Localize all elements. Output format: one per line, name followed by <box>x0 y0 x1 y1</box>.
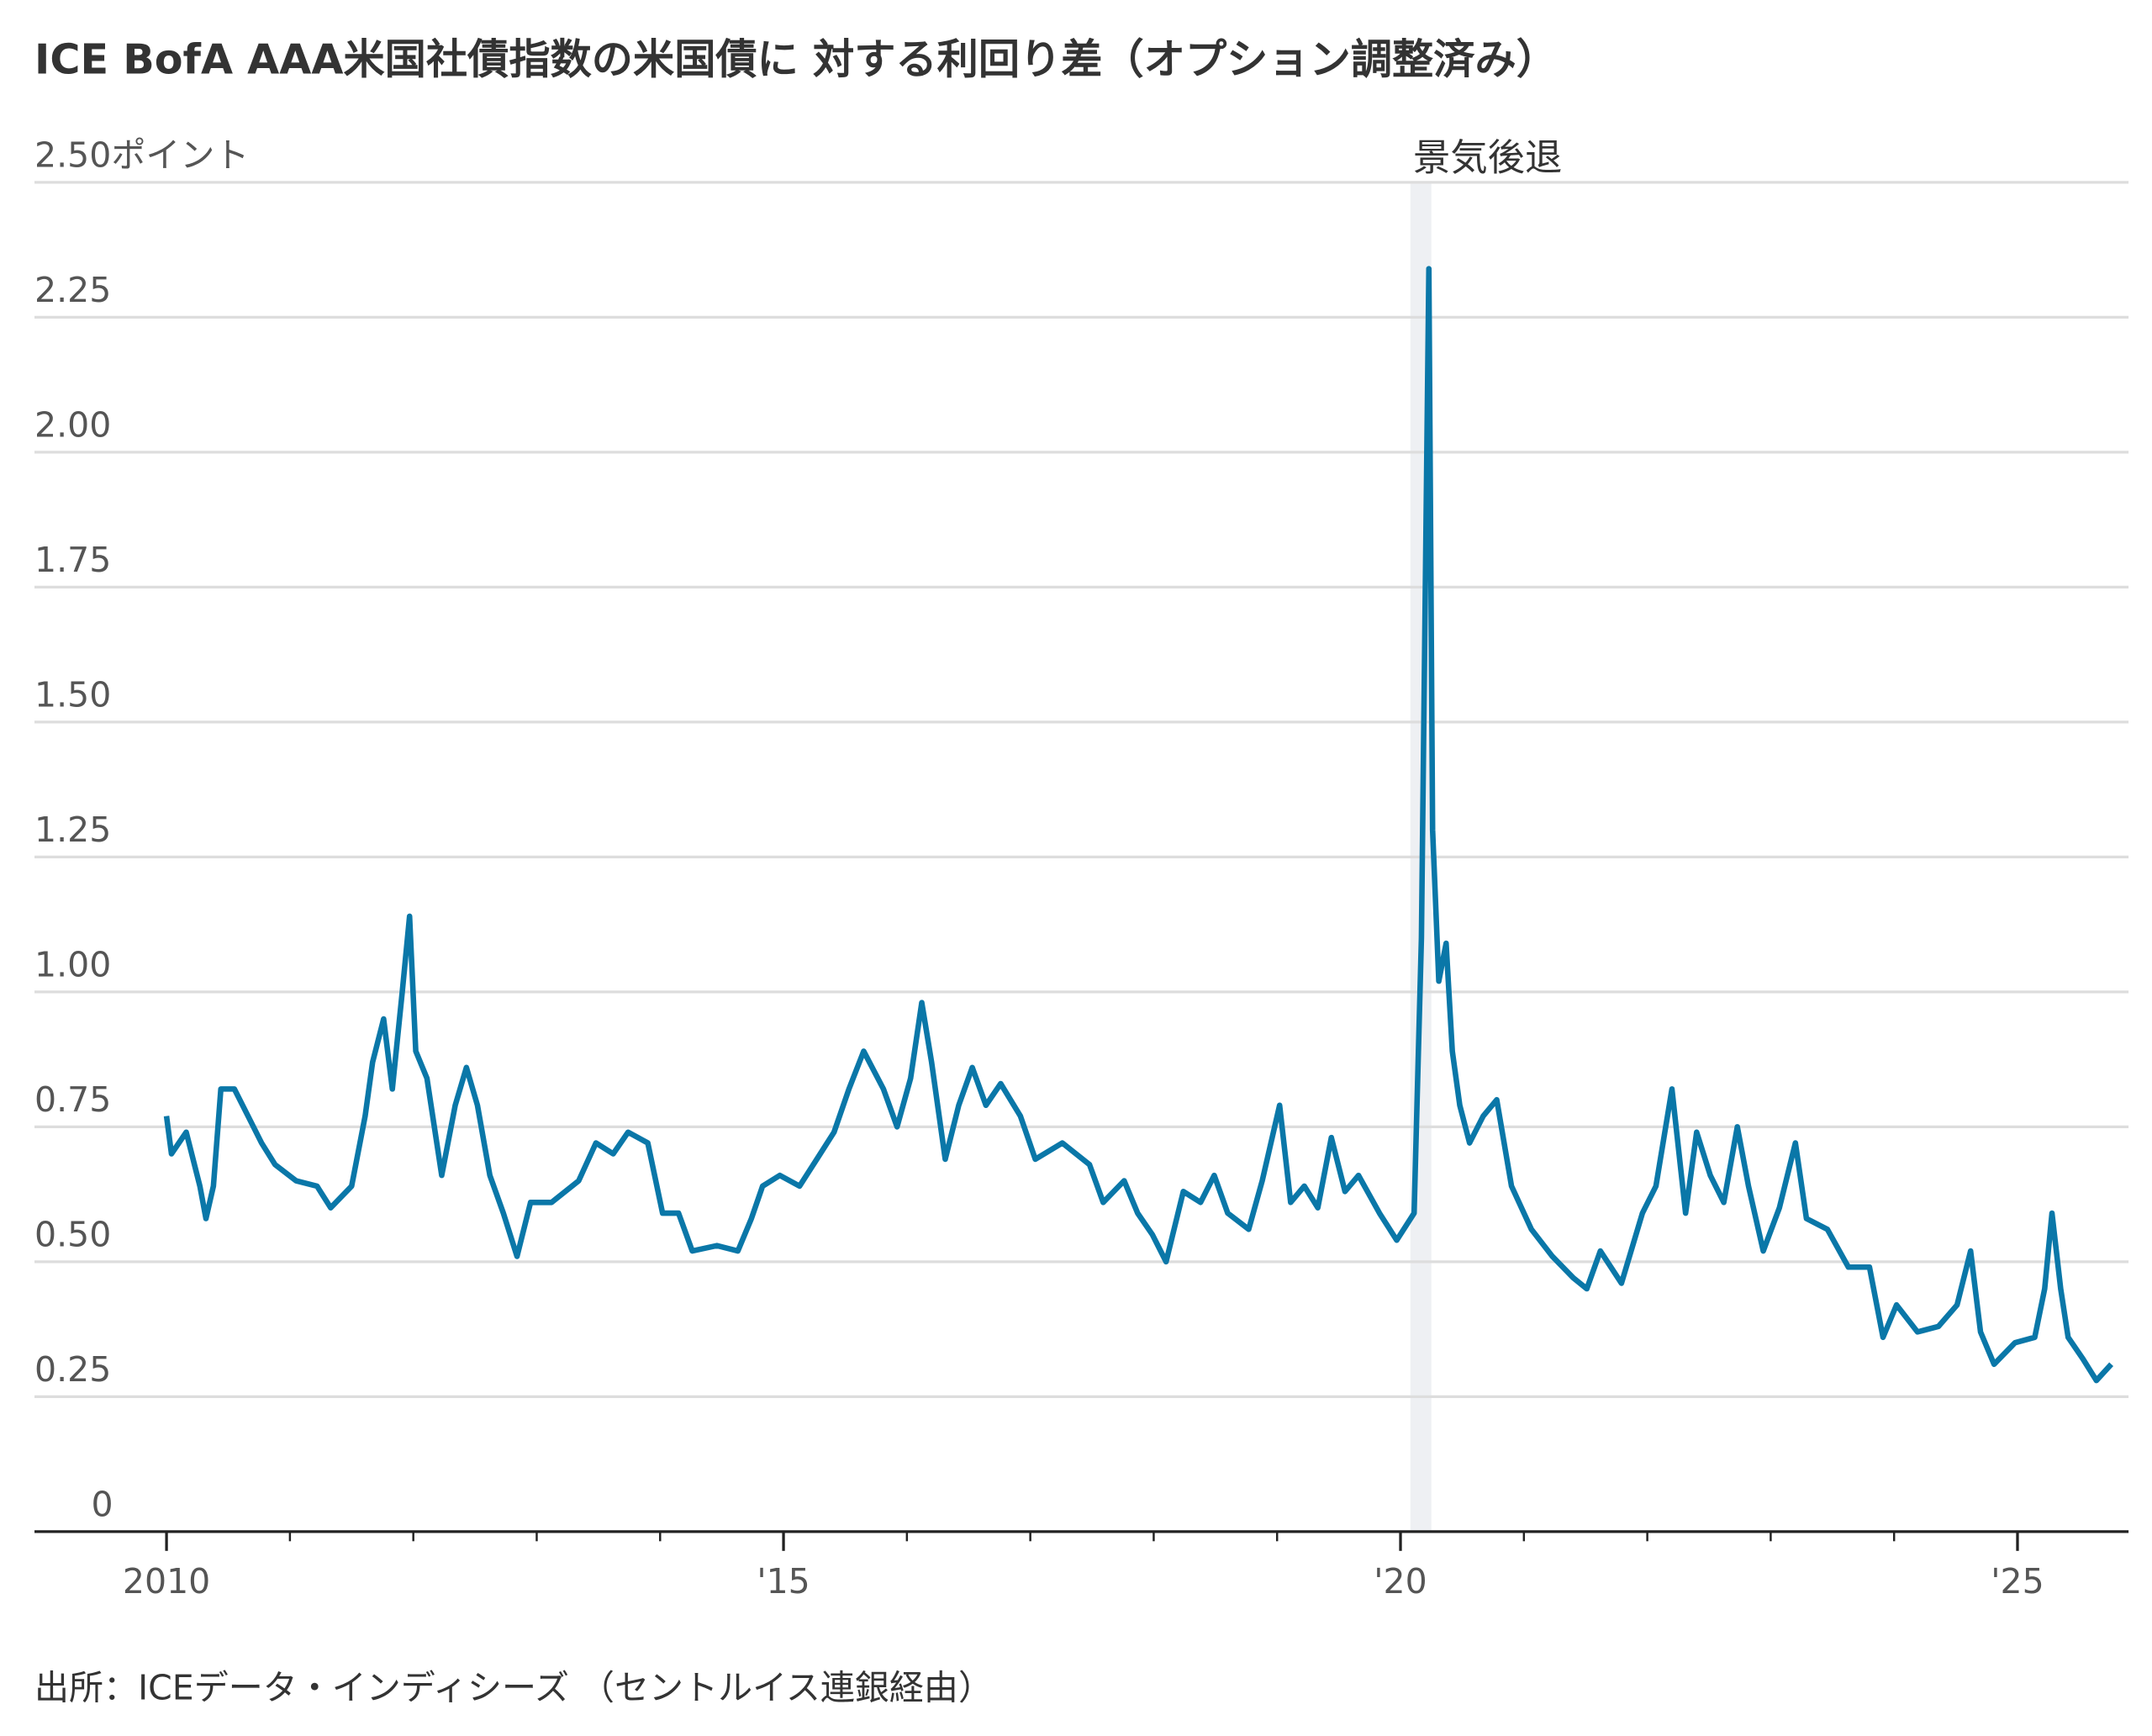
y-tick-label: 0 <box>91 1484 113 1524</box>
source: 出所：ICEデータ・インディシーズ （セントルイス連銀経由） <box>34 1668 993 1708</box>
y-tick-label: 1.75 <box>34 540 111 580</box>
y-tick-label: 2.50ポイント <box>34 135 249 175</box>
x-tick-label: '15 <box>757 1561 810 1601</box>
y-tick-label: 2.00 <box>34 404 111 445</box>
y-tick-label: 0.75 <box>34 1079 111 1120</box>
annotation: 景気後退 <box>1413 137 1562 180</box>
y-tick-label: 1.25 <box>34 810 111 850</box>
data-line <box>163 266 2114 1384</box>
y-tick-label: 0.25 <box>34 1349 111 1390</box>
y-tick-label: 1.50 <box>34 674 111 715</box>
x-tick-label: 2010 <box>123 1561 210 1601</box>
chart-title: ICE BofA AAA米国社債指数の米国債に 対する利回り差（オプション調整済… <box>34 35 1558 84</box>
y-tick-label: 0.50 <box>34 1214 111 1254</box>
y-tick-label: 1.00 <box>34 944 111 984</box>
x-tick-label: '25 <box>1991 1561 2044 1601</box>
y-tick-label: 2.25 <box>34 270 111 310</box>
x-tick-label: '20 <box>1374 1561 1427 1601</box>
